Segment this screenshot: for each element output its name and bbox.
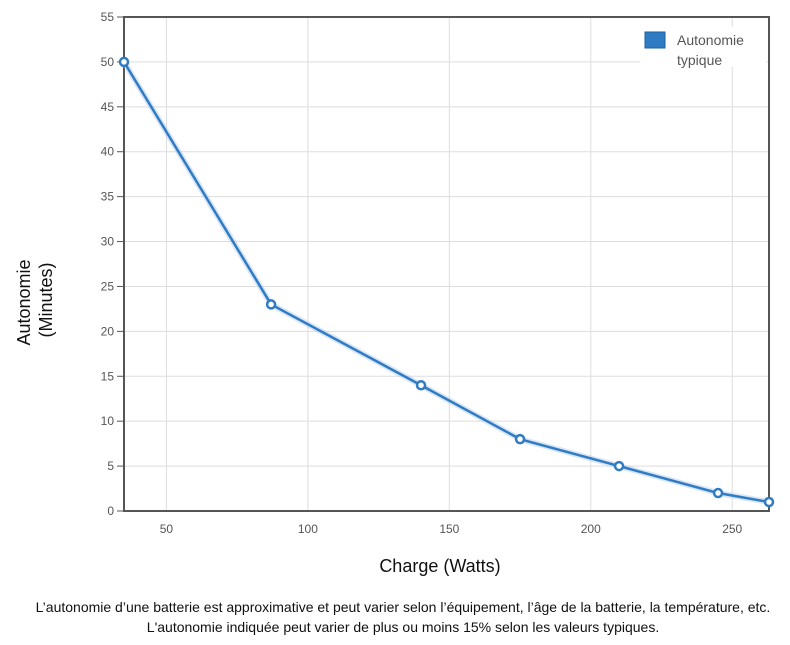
legend: Autonomie typique — [640, 27, 766, 68]
data-point — [265, 299, 277, 310]
legend-swatch — [644, 31, 666, 49]
data-point — [763, 496, 775, 508]
data-point — [118, 56, 130, 68]
y-tick-label: 35 — [101, 190, 115, 204]
y-tick-label: 5 — [107, 459, 114, 473]
data-point — [613, 460, 625, 472]
x-tick-label: 50 — [160, 522, 174, 536]
data-point — [712, 487, 724, 499]
y-tick-label: 40 — [101, 145, 115, 159]
x-tick-label: 100 — [298, 522, 318, 536]
y-axis-title: Autonomie (Minutes) — [14, 254, 56, 345]
y-tick-label: 25 — [101, 279, 115, 293]
x-tick-label: 150 — [439, 522, 459, 536]
y-tick-label: 50 — [101, 55, 115, 69]
series-line — [122, 61, 770, 504]
legend-label-line-1: Autonomie — [677, 32, 744, 48]
y-axis-title-line-1: Autonomie — [14, 259, 34, 345]
y-tick-label: 45 — [101, 100, 115, 114]
data-point — [514, 433, 526, 445]
x-axis-title: Charge (Watts) — [379, 556, 500, 576]
y-axis-ticks: 0 5 10 15 20 25 30 35 40 45 50 55 — [101, 10, 124, 518]
legend-label-line-2: typique — [677, 52, 722, 68]
x-tick-label: 200 — [581, 522, 601, 536]
y-tick-label: 55 — [101, 10, 115, 24]
y-tick-label: 0 — [107, 504, 114, 518]
grid-lines — [124, 17, 769, 511]
series-layer — [118, 56, 775, 508]
y-tick-label: 15 — [101, 369, 115, 383]
x-axis-ticks: 50 100 150 200 250 — [160, 522, 743, 536]
y-axis-title-line-2: (Minutes) — [36, 262, 56, 337]
series-line-shadow — [121, 60, 770, 505]
x-tick-label: 250 — [722, 522, 742, 536]
y-tick-label: 10 — [101, 414, 115, 428]
plot-frame — [123, 16, 770, 512]
y-tick-label: 20 — [101, 324, 115, 338]
chart-caption: L’autonomie d’une batterie est approxima… — [35, 599, 771, 635]
y-tick-label: 30 — [101, 235, 115, 249]
data-point — [415, 380, 427, 391]
legend-label: Autonomie typique — [677, 32, 748, 68]
line-chart: 50 100 150 200 250 0 5 10 15 20 25 30 35 40 45 50 55 Ch… — [14, 10, 775, 576]
